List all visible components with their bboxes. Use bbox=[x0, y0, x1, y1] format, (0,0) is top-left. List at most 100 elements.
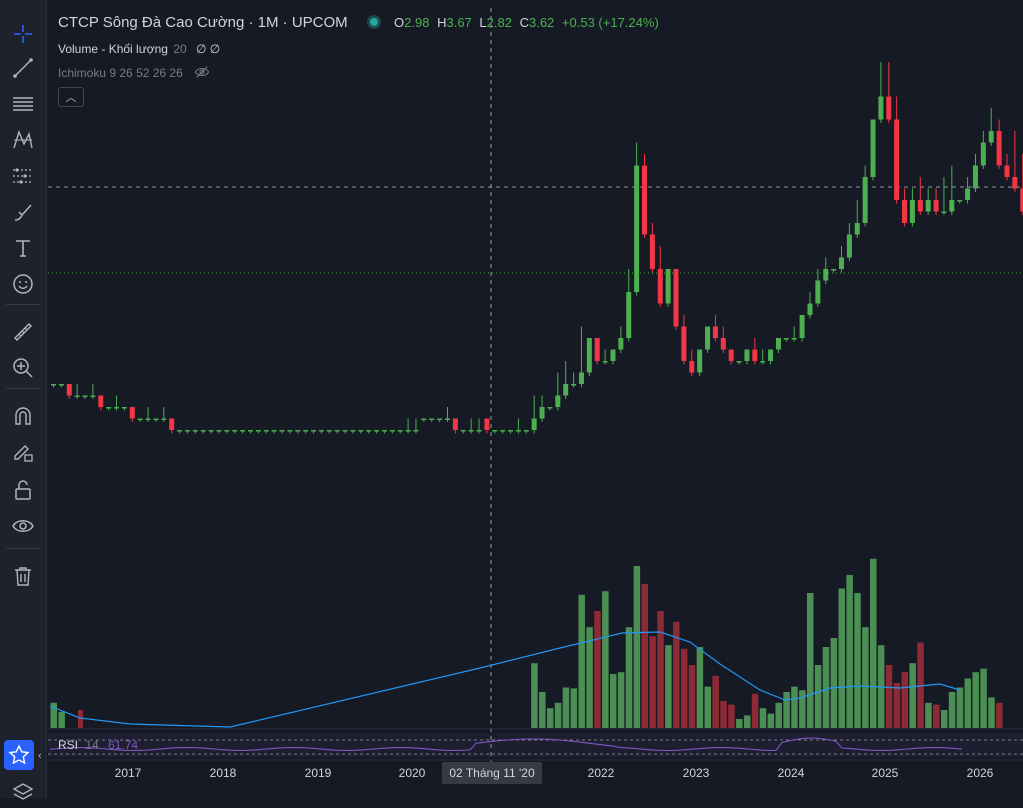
candle-body bbox=[279, 430, 285, 432]
volume-bar bbox=[728, 704, 735, 728]
candle-body bbox=[468, 430, 474, 432]
candle-body bbox=[760, 361, 766, 363]
zoom-in-icon[interactable] bbox=[5, 352, 41, 384]
magnet-icon[interactable] bbox=[5, 400, 41, 432]
star-icon[interactable] bbox=[4, 740, 34, 770]
candle-body bbox=[980, 142, 986, 166]
candle-body bbox=[334, 430, 340, 432]
candle-body bbox=[51, 384, 56, 386]
price-volume-chart bbox=[48, 8, 1023, 768]
candle-body bbox=[58, 384, 64, 386]
x-tick: 2017 bbox=[114, 766, 142, 780]
candle-body bbox=[224, 430, 230, 432]
ruler-icon[interactable] bbox=[5, 316, 41, 348]
text-icon[interactable] bbox=[5, 232, 41, 264]
symbol-title: CTCP Sông Đà Cao Cường · 1M · UPCOM bbox=[58, 14, 348, 31]
candle-body bbox=[736, 361, 742, 363]
volume-bar bbox=[893, 683, 901, 728]
candle-body bbox=[232, 430, 238, 432]
volume-bar bbox=[956, 687, 964, 728]
candle-body bbox=[665, 269, 671, 304]
lock-drawing-icon[interactable] bbox=[5, 436, 41, 468]
candle-body bbox=[460, 430, 466, 432]
crosshair-date-label: 02 Tháng 11 '20 bbox=[442, 762, 542, 784]
candle-body bbox=[547, 407, 553, 409]
volume-bar bbox=[822, 647, 830, 728]
trendline-icon[interactable] bbox=[5, 52, 41, 84]
volume-bar bbox=[673, 621, 680, 728]
volume-bar bbox=[799, 690, 806, 728]
candle-body bbox=[240, 430, 246, 432]
volume-bar bbox=[830, 638, 838, 728]
pattern-icon[interactable] bbox=[5, 124, 41, 156]
candle-body bbox=[957, 200, 963, 202]
collapse-legend-button[interactable]: ︿ bbox=[58, 87, 84, 107]
candle-body bbox=[815, 280, 821, 304]
candle-body bbox=[886, 96, 892, 120]
trash-icon[interactable] bbox=[5, 560, 41, 592]
candle-body bbox=[90, 395, 96, 397]
x-tick: 2023 bbox=[682, 766, 710, 780]
candle-body bbox=[712, 326, 718, 338]
volume-bar bbox=[562, 687, 570, 728]
candle-body bbox=[1012, 177, 1018, 189]
candle-body bbox=[972, 165, 978, 189]
volume-bar bbox=[814, 665, 822, 728]
candle-body bbox=[539, 407, 545, 419]
candle-body bbox=[610, 349, 616, 361]
candle-body bbox=[192, 430, 198, 432]
volume-bar bbox=[617, 672, 625, 728]
candle-body bbox=[586, 338, 592, 373]
volume-bar bbox=[854, 593, 861, 728]
candle-body bbox=[515, 430, 521, 432]
collapse-toolbar-button[interactable]: ‹ bbox=[38, 750, 42, 762]
projection-icon[interactable] bbox=[5, 160, 41, 192]
crosshair-icon[interactable] bbox=[5, 18, 41, 50]
candle-body bbox=[681, 326, 687, 361]
candle-body bbox=[397, 430, 403, 432]
volume-bar bbox=[680, 648, 688, 728]
ichimoku-indicator-legend[interactable]: Ichimoku 9 26 52 26 26 bbox=[58, 66, 210, 81]
candle-body bbox=[452, 418, 458, 430]
candle-body bbox=[531, 418, 537, 430]
layers-icon[interactable] bbox=[5, 776, 41, 808]
lock-icon[interactable] bbox=[5, 474, 41, 506]
candle-body bbox=[917, 200, 923, 212]
volume-bar bbox=[657, 611, 664, 728]
volume-bar bbox=[578, 594, 585, 728]
candle-body bbox=[902, 200, 908, 223]
candle-body bbox=[263, 430, 269, 432]
volume-bar bbox=[870, 558, 877, 728]
volume-bar bbox=[649, 636, 656, 728]
chart-area[interactable] bbox=[48, 8, 1023, 798]
candle-body bbox=[66, 384, 72, 396]
eye-icon[interactable] bbox=[5, 510, 41, 542]
volume-bar bbox=[775, 702, 782, 728]
candle-body bbox=[673, 269, 679, 327]
volume-bar bbox=[665, 645, 672, 728]
candle-body bbox=[318, 430, 324, 432]
candle-body bbox=[114, 407, 120, 409]
candle-body bbox=[870, 119, 876, 177]
rsi-legend[interactable]: RSI 14 61.74 bbox=[58, 738, 139, 752]
candle-body bbox=[248, 430, 253, 432]
volume-bar bbox=[940, 710, 948, 728]
candle-body bbox=[965, 188, 971, 200]
emoji-icon[interactable] bbox=[5, 268, 41, 300]
candle-body bbox=[775, 338, 781, 350]
x-tick: 2022 bbox=[587, 766, 615, 780]
fib-icon[interactable] bbox=[5, 88, 41, 120]
candle-body bbox=[389, 430, 395, 432]
volume-bar bbox=[909, 663, 916, 728]
volume-indicator-legend[interactable]: Volume - Khối lượng 20 ∅ ∅ bbox=[58, 42, 221, 56]
x-tick: 2024 bbox=[777, 766, 805, 780]
volume-bar bbox=[609, 674, 617, 728]
volume-bar bbox=[570, 688, 578, 728]
hidden-eye-icon[interactable] bbox=[194, 66, 210, 81]
candle-body bbox=[846, 234, 852, 258]
brush-icon[interactable] bbox=[5, 196, 41, 228]
candle-body bbox=[153, 418, 159, 420]
volume-bar bbox=[980, 668, 987, 728]
volume-bar bbox=[948, 692, 956, 728]
candle-body bbox=[831, 269, 837, 271]
